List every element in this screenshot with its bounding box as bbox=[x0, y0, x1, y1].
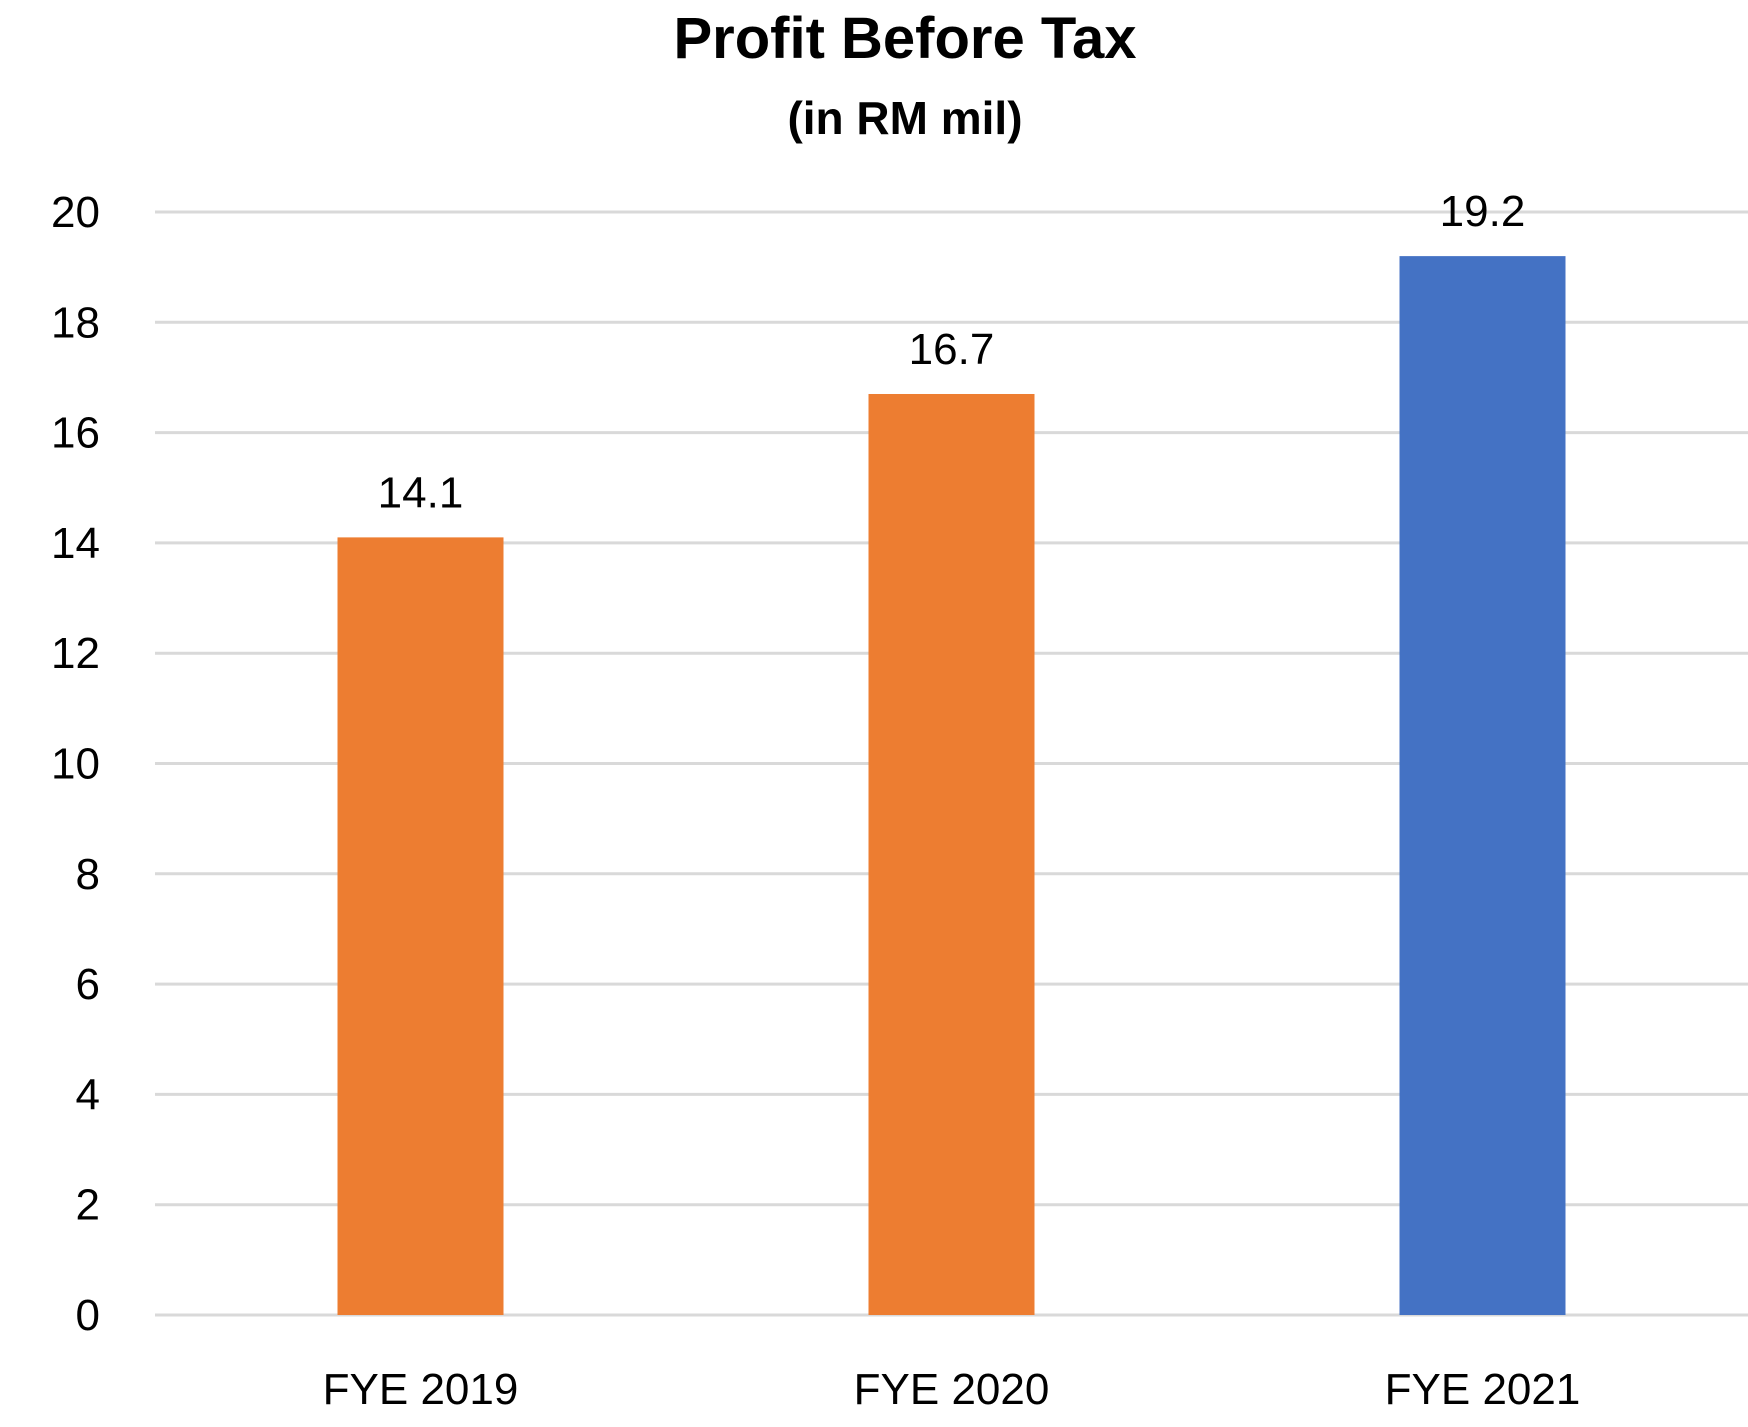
y-tick-label: 2 bbox=[76, 1181, 100, 1230]
y-tick-label: 6 bbox=[76, 960, 100, 1009]
x-tick-label: FYE 2021 bbox=[1385, 1365, 1581, 1414]
chart-subtitle: (in RM mil) bbox=[787, 92, 1023, 144]
y-tick-label: 14 bbox=[51, 519, 100, 568]
y-tick-label: 0 bbox=[76, 1291, 100, 1340]
y-tick-label: 12 bbox=[51, 629, 100, 678]
bar bbox=[337, 537, 504, 1315]
data-label: 16.7 bbox=[909, 325, 995, 374]
chart-title: Profit Before Tax bbox=[673, 6, 1137, 71]
y-tick-label: 8 bbox=[76, 850, 100, 899]
y-tick-label: 10 bbox=[51, 740, 100, 789]
bar bbox=[1399, 256, 1566, 1315]
x-tick-label: FYE 2019 bbox=[323, 1365, 519, 1414]
y-tick-label: 18 bbox=[51, 298, 100, 347]
data-label: 14.1 bbox=[378, 468, 464, 517]
bar bbox=[868, 393, 1035, 1315]
data-label: 19.2 bbox=[1440, 187, 1526, 236]
x-tick-label: FYE 2020 bbox=[854, 1365, 1050, 1414]
y-tick-label: 4 bbox=[76, 1070, 100, 1119]
y-tick-label: 16 bbox=[51, 409, 100, 458]
y-tick-label: 20 bbox=[51, 188, 100, 237]
